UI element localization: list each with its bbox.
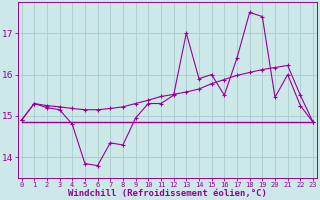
- X-axis label: Windchill (Refroidissement éolien,°C): Windchill (Refroidissement éolien,°C): [68, 189, 267, 198]
